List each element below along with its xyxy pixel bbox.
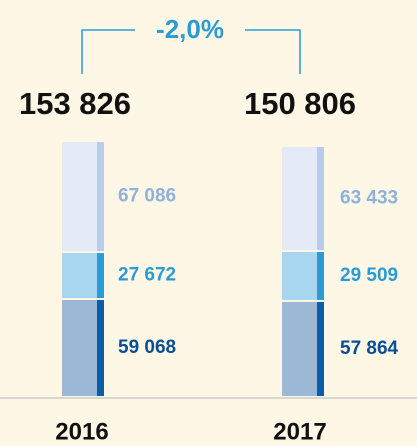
value-label: 57 864 [340,338,399,359]
bar-segment-edge [317,146,324,251]
value-label: 27 672 [118,265,176,286]
bar-segment [282,252,317,300]
bar-segment [62,300,97,396]
bar-segment [282,301,317,396]
value-label: 29 509 [340,265,398,286]
bar-segment-edge [317,301,324,396]
bar-segment [62,142,97,252]
bar-segment-edge [97,300,104,396]
bar-segment-edge [97,253,104,299]
bracket-left [81,29,135,74]
value-label: 59 068 [118,337,176,358]
total-label: 153 826 [19,86,131,121]
bar-segment [62,253,97,299]
total-label: 150 806 [244,86,356,121]
change-annotation: -2,0% [156,14,224,44]
bar-segment [282,146,317,251]
bar-segment-edge [97,142,104,252]
bar-segment-edge [317,252,324,300]
value-label: 67 086 [118,186,176,207]
bracket-right [245,29,301,74]
value-label: 63 433 [340,187,398,208]
category-label: 2017 [273,418,326,445]
category-label: 2016 [55,418,108,445]
